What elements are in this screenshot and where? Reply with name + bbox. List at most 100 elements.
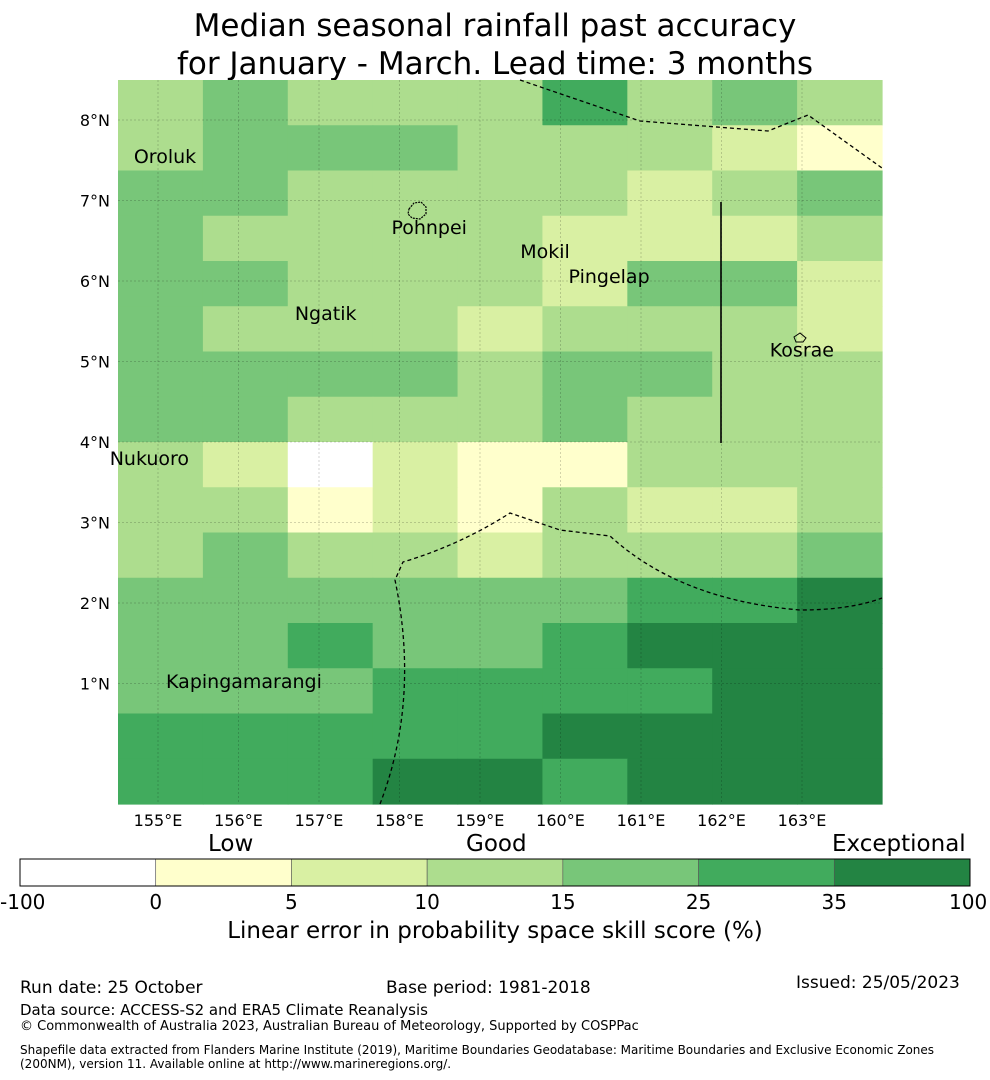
- grid-cell: [542, 80, 628, 126]
- grid-cell: [287, 532, 374, 579]
- grid-cell: [797, 713, 883, 760]
- grid-cell: [202, 396, 289, 443]
- grid-cell: [712, 487, 798, 534]
- colorbar-tick-label: 35: [821, 890, 848, 914]
- grid-cell: [457, 623, 544, 669]
- grid-cell: [457, 125, 544, 172]
- grid-cell: [797, 532, 883, 579]
- grid-cell: [287, 215, 374, 262]
- grid-cell: [202, 668, 289, 715]
- grid-cell: [202, 215, 289, 262]
- grid-cell: [712, 170, 798, 217]
- grid-cell: [118, 668, 204, 715]
- grid-cell: [797, 577, 883, 624]
- grid-cell: [118, 125, 204, 172]
- grid-cell: [712, 713, 798, 760]
- place-label-nukuoro: Nukuoro: [110, 448, 189, 470]
- eez-boundary-south: [379, 512, 883, 805]
- skill-grid: [118, 80, 883, 805]
- shapefile-credit-line2: (200NM), version 11. Available online at…: [20, 1057, 452, 1071]
- grid-cell: [542, 487, 628, 534]
- latitude-label: 6°N: [80, 272, 110, 291]
- longitude-label: 155°E: [134, 811, 183, 830]
- kosrae-island-outline: [793, 332, 807, 343]
- grid-cell: [797, 306, 883, 353]
- grid-cell: [797, 758, 883, 805]
- grid-cell: [118, 351, 204, 398]
- place-label-ngatik: Ngatik: [295, 303, 357, 325]
- place-label-pingelap: Pingelap: [569, 266, 650, 288]
- grid-cell: [372, 170, 459, 217]
- grid-cell: [287, 623, 374, 669]
- grid-cell: [457, 170, 544, 217]
- grid-cell: [457, 577, 544, 624]
- colorbar-axis-title: Linear error in probability space skill …: [227, 918, 763, 944]
- grid-cell: [457, 442, 544, 488]
- grid-cell: [797, 442, 883, 488]
- grid-cell: [457, 306, 544, 353]
- grid-cell: [797, 125, 883, 172]
- grid-cell: [457, 487, 544, 534]
- longitude-label: 156°E: [214, 811, 263, 830]
- grid-cell: [627, 215, 713, 262]
- grid-cell: [627, 758, 713, 805]
- place-label-mokil: Mokil: [520, 241, 570, 263]
- grid-cell: [287, 396, 374, 443]
- colorbar-segment: [833, 858, 971, 887]
- grid-cell: [712, 758, 798, 805]
- place-label-oroluk: Oroluk: [134, 146, 196, 168]
- grid-cell: [797, 215, 883, 262]
- grid-cell: [287, 306, 374, 353]
- grid-cell: [118, 170, 204, 217]
- grid-cell: [712, 306, 798, 353]
- latitude-label: 2°N: [80, 594, 110, 613]
- grid-cell: [542, 125, 628, 172]
- grid-cell: [118, 713, 204, 760]
- grid-cell: [202, 125, 289, 172]
- colorbar-tick-label: -100: [0, 890, 46, 914]
- grid-cell: [457, 351, 544, 398]
- data-source: Data source: ACCESS-S2 and ERA5 Climate …: [20, 1001, 428, 1019]
- longitude-label: 157°E: [295, 811, 344, 830]
- colorbar-segment: [291, 858, 428, 887]
- grid-cell: [457, 532, 544, 579]
- latitude-label: 1°N: [80, 675, 110, 694]
- grid-cell: [287, 577, 374, 624]
- grid-cell: [712, 125, 798, 172]
- grid-cell: [542, 668, 628, 715]
- latitude-label: 8°N: [80, 111, 110, 130]
- grid-cell: [627, 532, 713, 579]
- grid-cell: [627, 577, 713, 624]
- shapefile-credit-line1: Shapefile data extracted from Flanders M…: [20, 1043, 935, 1057]
- grid-cell: [627, 668, 713, 715]
- legend-category-exceptional: Exceptional: [832, 831, 966, 857]
- grid-cell: [457, 215, 544, 262]
- grid-cell: [287, 80, 374, 126]
- grid-cell: [287, 713, 374, 760]
- longitude-label: 159°E: [456, 811, 505, 830]
- grid-cell: [287, 758, 374, 805]
- grid-cell: [287, 668, 374, 715]
- latitude-label: 5°N: [80, 353, 110, 372]
- grid-cell: [118, 623, 204, 669]
- grid-cell: [372, 306, 459, 353]
- grid-cell: [202, 306, 289, 353]
- grid-cell: [372, 668, 459, 715]
- latitude-labels: 8°N 7°N 6°N 5°N 4°N 3°N 2°N 1°N: [80, 111, 110, 694]
- copyright: © Commonwealth of Australia 2023, Austra…: [20, 1019, 639, 1034]
- grid-cell: [287, 442, 374, 488]
- grid-cell: [202, 713, 289, 760]
- grid-cell: [797, 487, 883, 534]
- grid-cell: [797, 623, 883, 669]
- grid-cell: [287, 261, 374, 307]
- grid-cell: [287, 351, 374, 398]
- grid-cell: [797, 396, 883, 443]
- grid-cell: [202, 487, 289, 534]
- grid-cell: [797, 170, 883, 217]
- grid-cell: [627, 623, 713, 669]
- grid-cell: [627, 261, 713, 307]
- grid-cell: [372, 758, 459, 805]
- grid-cell: [712, 442, 798, 488]
- grid-cell: [372, 532, 459, 579]
- grid-cell: [118, 80, 204, 126]
